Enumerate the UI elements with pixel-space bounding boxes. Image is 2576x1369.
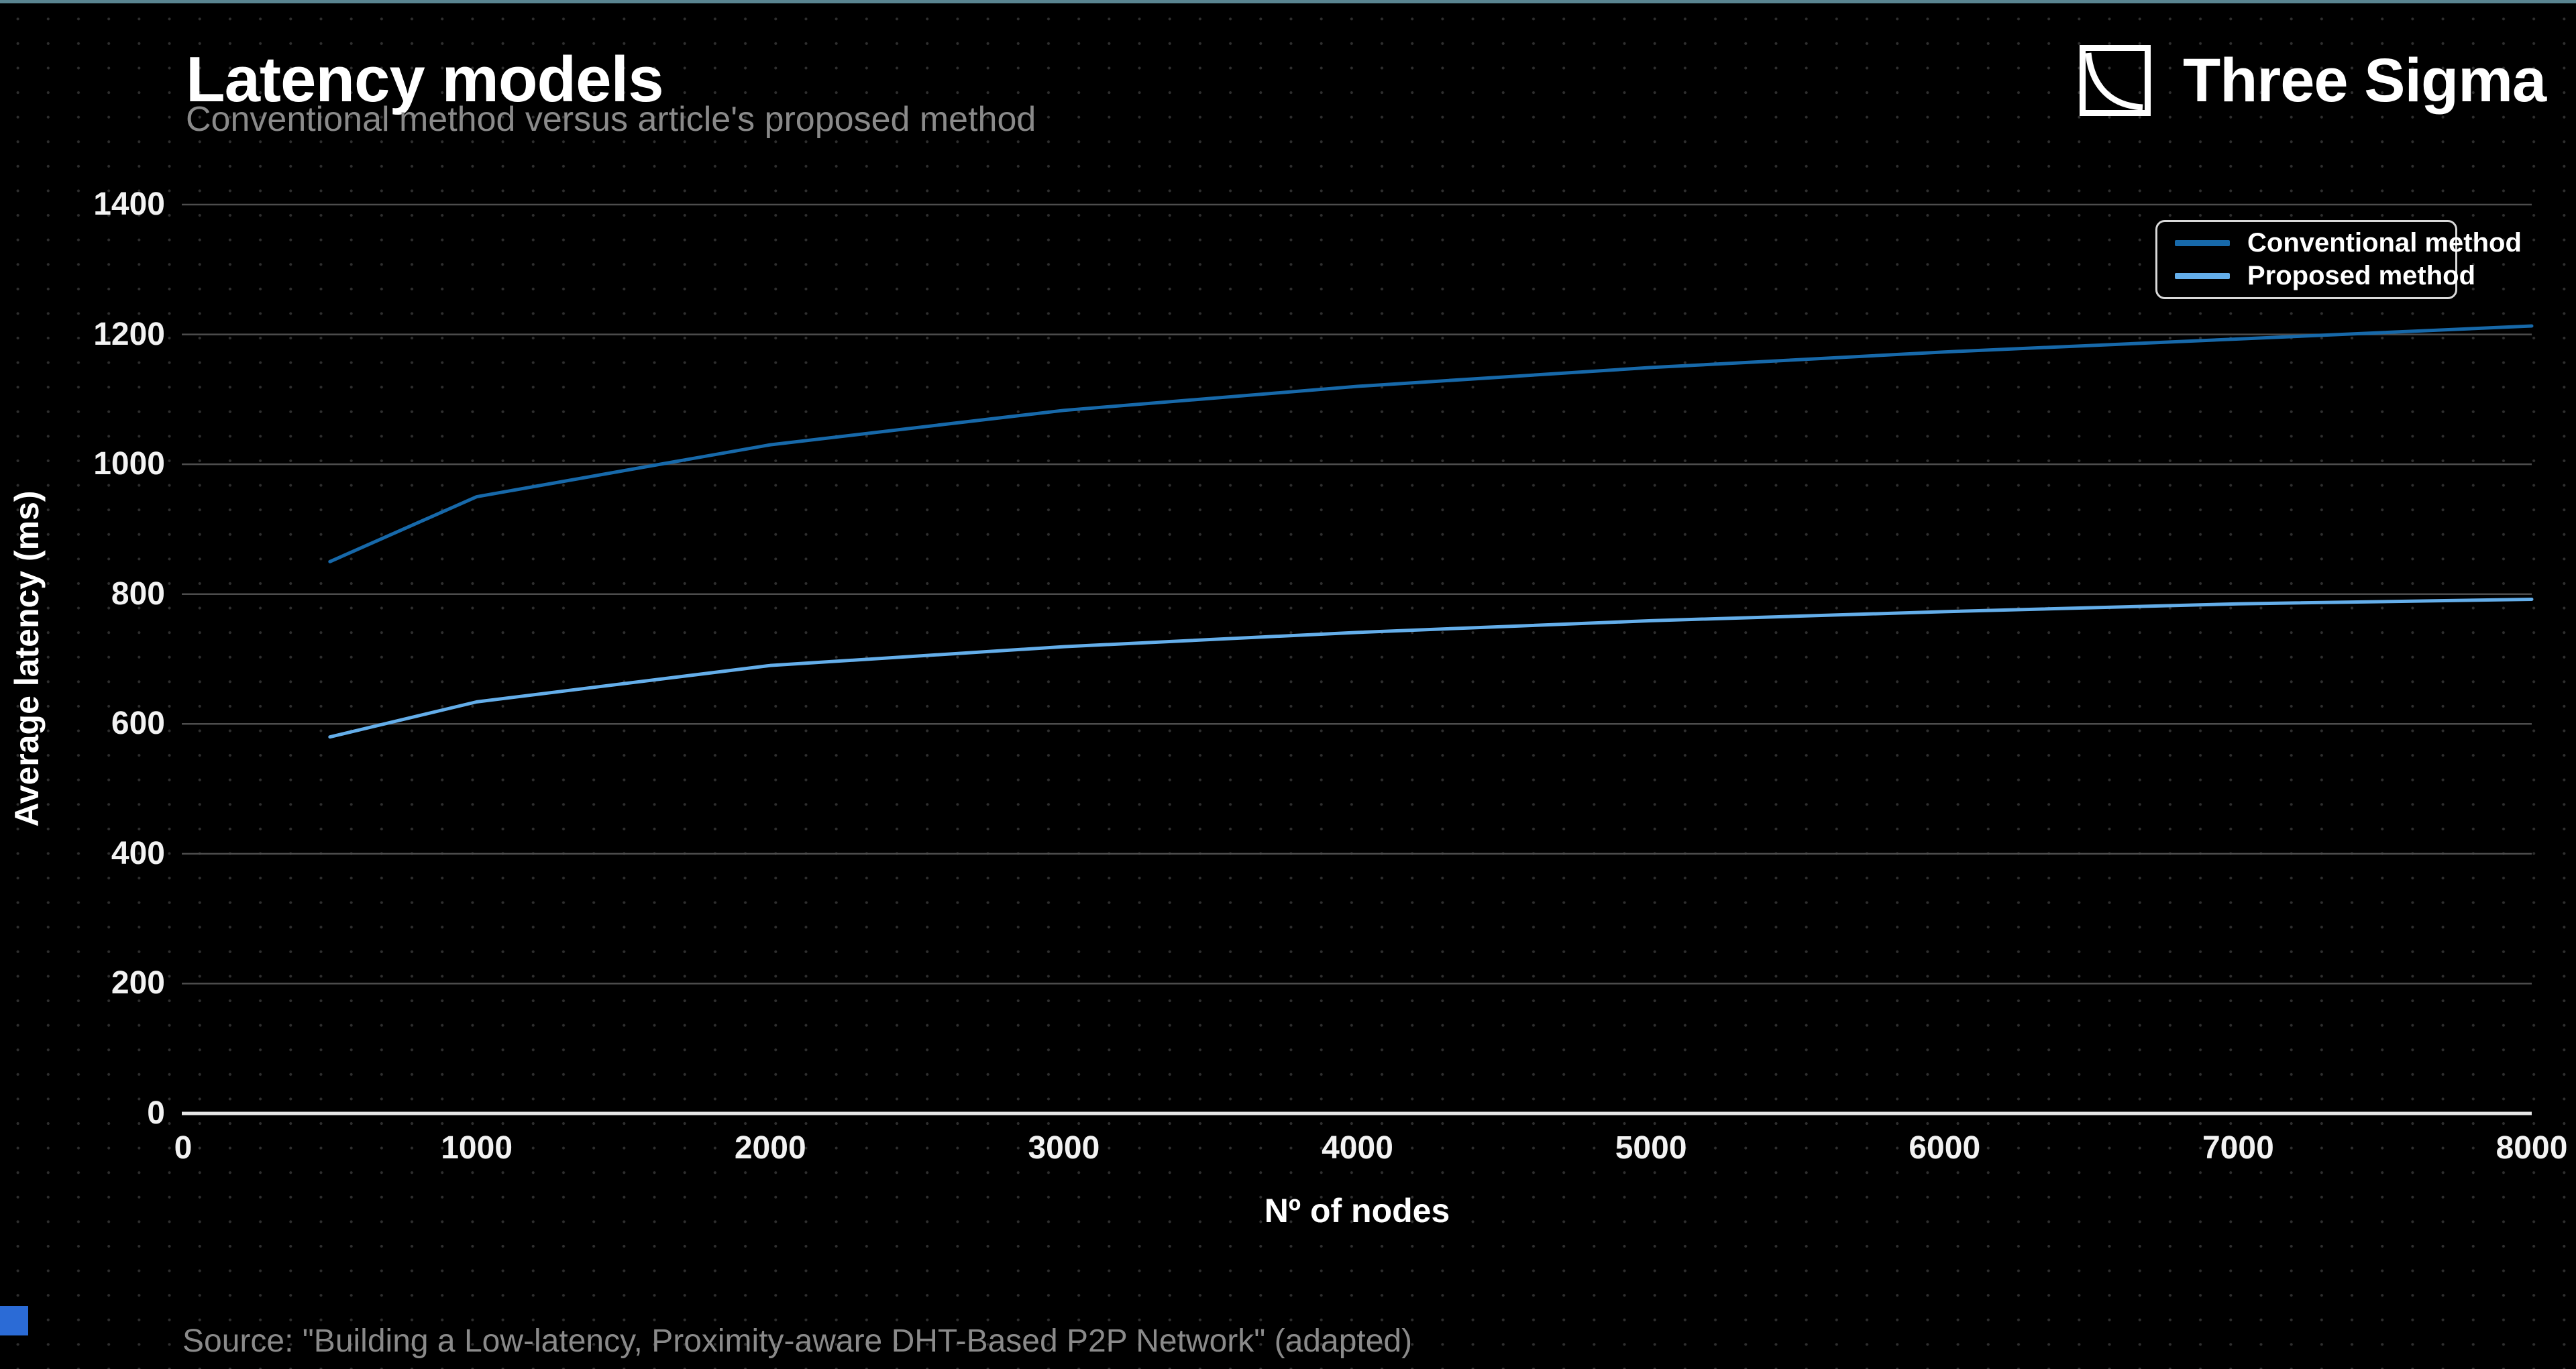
series-line-proposed-method	[328, 597, 2534, 739]
x-tick-label-1000: 1000	[441, 1130, 513, 1166]
x-tick-label-3000: 3000	[1028, 1130, 1100, 1166]
x-tick-label-2000: 2000	[734, 1130, 806, 1166]
x-tick-label-4000: 4000	[1322, 1130, 1393, 1166]
y-tick-label-200: 200	[111, 965, 165, 1001]
legend: Conventional method Proposed method	[2155, 220, 2522, 299]
y-tick-label-1400: 1400	[93, 186, 165, 222]
x-axis-title: Nº of nodes	[1264, 1192, 1450, 1229]
top-accent-strip	[0, 0, 2576, 3]
brand-logo: Three Sigma	[2080, 43, 2546, 118]
legend-item-conventional: Conventional method	[2175, 228, 2522, 258]
source-citation: Source: "Building a Low-latency, Proximi…	[182, 1323, 1413, 1359]
x-tick-label-8000: 8000	[2496, 1130, 2568, 1166]
legend-label-conventional: Conventional method	[2247, 227, 2522, 258]
y-tick-label-600: 600	[111, 706, 165, 742]
x-tick-label-5000: 5000	[1615, 1130, 1687, 1166]
y-tick-label-800: 800	[111, 576, 165, 612]
page-title: Latency models	[186, 44, 664, 116]
y-tick-label-0: 0	[147, 1095, 165, 1131]
corner-mark	[0, 1306, 28, 1335]
y-tick-label-400: 400	[111, 835, 165, 871]
y-axis-title: Average latency (ms)	[8, 490, 46, 827]
legend-swatch-proposed	[2175, 273, 2230, 280]
series-line-conventional-method	[328, 324, 2534, 563]
legend-item-proposed: Proposed method	[2175, 261, 2475, 291]
page-subtitle: Conventional method versus article's pro…	[186, 100, 1036, 139]
x-tick-label-6000: 6000	[1909, 1130, 1981, 1166]
x-tick-label-7000: 7000	[2202, 1130, 2274, 1166]
brand-name: Three Sigma	[2183, 46, 2546, 115]
legend-label-proposed: Proposed method	[2247, 261, 2476, 291]
y-tick-label-1200: 1200	[93, 316, 165, 352]
decay-curve-logo-icon	[2080, 45, 2151, 116]
y-tick-label-1000: 1000	[93, 446, 165, 482]
x-tick-label-0: 0	[174, 1130, 193, 1166]
legend-swatch-conventional	[2175, 239, 2230, 246]
